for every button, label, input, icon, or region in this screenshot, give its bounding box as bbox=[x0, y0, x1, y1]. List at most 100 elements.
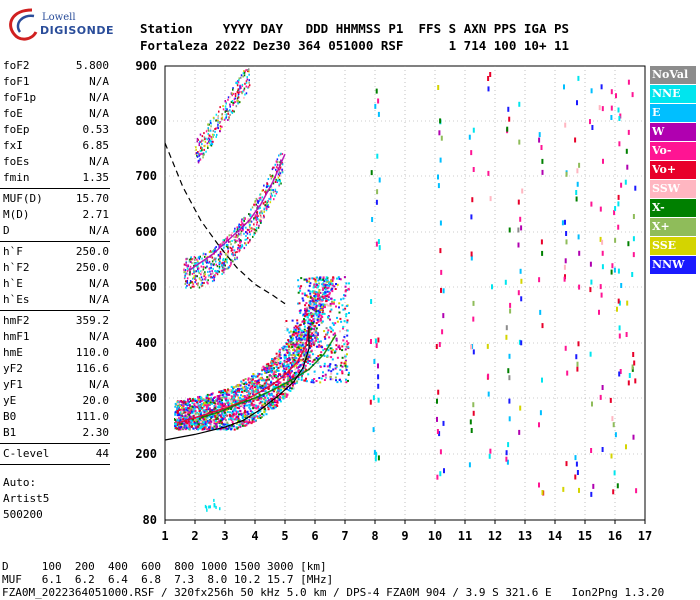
echo-point bbox=[303, 278, 306, 281]
echo-point bbox=[316, 319, 319, 321]
echo-point bbox=[194, 426, 197, 429]
echo-point bbox=[235, 400, 237, 403]
echo-point bbox=[236, 91, 239, 93]
echo-point bbox=[634, 185, 637, 191]
echo-point bbox=[269, 366, 272, 369]
echo-point bbox=[302, 299, 305, 302]
echo-point bbox=[211, 137, 213, 140]
echo-point bbox=[242, 391, 245, 394]
echo-point bbox=[627, 241, 630, 247]
echo-point bbox=[328, 284, 331, 287]
echo-point bbox=[237, 417, 240, 420]
echo-point bbox=[472, 402, 475, 408]
echo-point bbox=[210, 263, 213, 266]
echo-point bbox=[340, 361, 343, 364]
echo-point bbox=[190, 425, 193, 428]
param-value: N/A bbox=[89, 277, 109, 290]
echo-point bbox=[257, 372, 260, 375]
echo-point bbox=[231, 92, 233, 95]
echo-point bbox=[205, 259, 208, 262]
echo-point bbox=[327, 298, 330, 301]
echo-point bbox=[222, 268, 225, 271]
echo-point bbox=[204, 273, 206, 276]
echo-point bbox=[320, 300, 323, 303]
echo-point bbox=[564, 258, 567, 264]
echo-point bbox=[177, 401, 180, 404]
echo-point bbox=[188, 422, 191, 425]
echo-point bbox=[208, 275, 210, 278]
echo-point bbox=[299, 323, 302, 326]
param-row-fof1: foF1 N/A bbox=[0, 74, 110, 90]
echo-point bbox=[296, 319, 299, 322]
echo-point bbox=[236, 394, 239, 397]
echo-point bbox=[315, 380, 318, 382]
echo-point bbox=[232, 249, 234, 252]
echo-point bbox=[191, 262, 193, 265]
echo-point bbox=[616, 306, 618, 312]
echo-point bbox=[504, 279, 507, 285]
echo-point bbox=[285, 395, 288, 398]
echo-point bbox=[577, 75, 580, 81]
echo-point bbox=[302, 347, 305, 350]
echo-point bbox=[235, 236, 237, 239]
echo-point bbox=[287, 389, 290, 392]
echo-point bbox=[213, 396, 215, 399]
echo-point bbox=[505, 450, 508, 456]
echo-point bbox=[198, 257, 201, 260]
echo-point bbox=[243, 389, 246, 392]
echo-point bbox=[271, 168, 274, 171]
header-pps-value: 100 bbox=[493, 38, 517, 53]
echo-point bbox=[280, 385, 283, 388]
echo-point bbox=[614, 432, 617, 438]
echo-point bbox=[182, 408, 185, 411]
param-value: 1.35 bbox=[82, 171, 110, 184]
echo-point bbox=[323, 354, 326, 357]
echo-point bbox=[291, 345, 294, 348]
echo-point bbox=[245, 85, 247, 88]
echo-point bbox=[295, 338, 298, 341]
echo-point bbox=[288, 345, 291, 348]
echo-point bbox=[256, 384, 259, 387]
echo-point bbox=[589, 261, 592, 267]
echo-point bbox=[181, 425, 184, 428]
echo-point bbox=[370, 299, 373, 304]
echo-point bbox=[541, 377, 543, 383]
echo-point bbox=[238, 226, 240, 228]
echo-point bbox=[600, 84, 603, 90]
header-hhmmss-value: 051000 bbox=[328, 38, 374, 53]
echo-point bbox=[252, 411, 255, 414]
echo-point bbox=[208, 262, 210, 264]
echo-point bbox=[344, 307, 347, 310]
echo-point bbox=[239, 86, 241, 89]
echo-point bbox=[592, 483, 595, 489]
echo-point bbox=[189, 281, 192, 284]
echo-point bbox=[246, 231, 248, 234]
echo-point bbox=[309, 300, 312, 303]
echo-point bbox=[189, 258, 192, 261]
echo-point bbox=[295, 353, 298, 356]
echo-point bbox=[286, 349, 288, 352]
param-name: D bbox=[3, 224, 10, 237]
echo-point bbox=[200, 150, 202, 152]
echo-point bbox=[233, 239, 236, 242]
echo-point bbox=[338, 346, 341, 349]
echo-point bbox=[188, 282, 191, 285]
echo-point bbox=[238, 388, 241, 390]
echo-point bbox=[254, 380, 257, 383]
param-row-foep: foEp 0.53 bbox=[0, 122, 110, 138]
echo-point bbox=[210, 398, 212, 400]
echo-point bbox=[208, 267, 210, 270]
echo-point bbox=[237, 81, 240, 84]
echo-point bbox=[313, 378, 316, 380]
echo-point bbox=[309, 290, 312, 293]
echo-point bbox=[518, 339, 521, 345]
x-tick-label: 14 bbox=[548, 529, 562, 543]
param-value: 250.0 bbox=[75, 245, 109, 258]
echo-point bbox=[345, 368, 348, 371]
echo-point bbox=[224, 390, 227, 393]
echo-point bbox=[219, 397, 222, 399]
echo-point bbox=[263, 210, 265, 213]
echo-point bbox=[312, 277, 315, 280]
echo-point bbox=[345, 345, 348, 348]
echo-point bbox=[218, 414, 221, 417]
